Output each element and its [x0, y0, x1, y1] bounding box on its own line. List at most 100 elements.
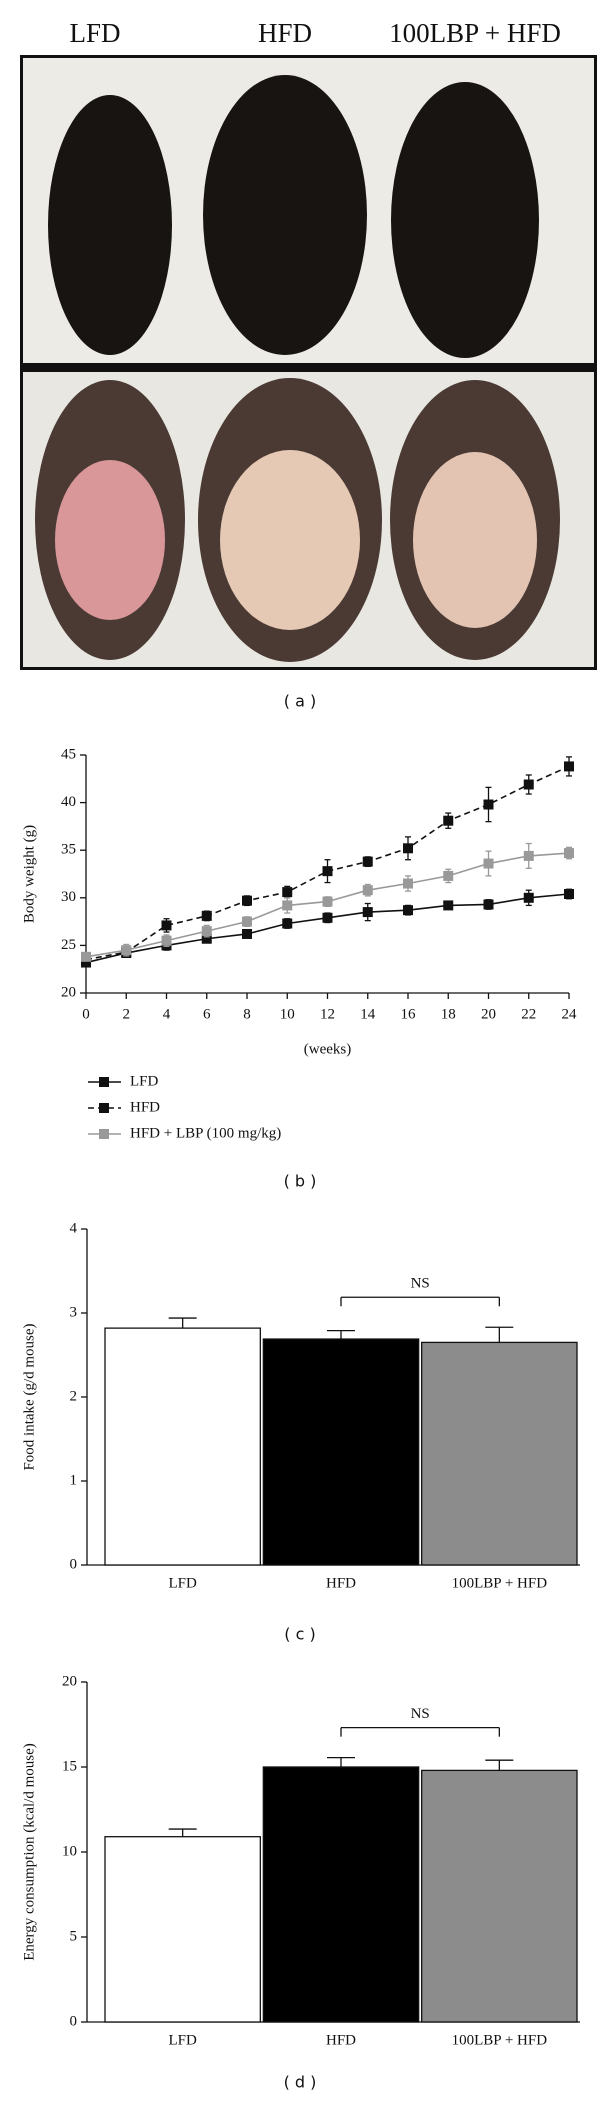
- marker: [483, 858, 494, 869]
- y-tick-label: 45: [61, 746, 76, 762]
- y-tick-label: 1: [70, 1472, 78, 1488]
- marker: [242, 928, 252, 939]
- marker: [403, 878, 413, 889]
- bar: [104, 1836, 261, 2023]
- x-tick-label: 16: [401, 1006, 417, 1022]
- x-tick-label: 100LBP + HFD: [452, 2032, 548, 2048]
- y-tick-label: 25: [61, 937, 76, 953]
- legend-label: HFD: [130, 1099, 160, 1115]
- x-tick-label: 22: [521, 1006, 536, 1022]
- x-tick-label: 6: [203, 1006, 211, 1022]
- mouse-tissue: [413, 452, 537, 628]
- bar: [421, 1341, 578, 1566]
- x-tick-label: 0: [82, 1006, 90, 1022]
- x-tick-label: 18: [441, 1006, 456, 1022]
- x-tick-label: 100LBP + HFD: [452, 1575, 548, 1591]
- y-tick-label: 0: [70, 1556, 78, 1572]
- panel-label: ( c ): [284, 1625, 315, 1644]
- marker: [362, 885, 373, 896]
- marker: [282, 918, 293, 929]
- legend-marker: [99, 1077, 109, 1087]
- legend-label: HFD + LBP (100 mg/kg): [130, 1125, 281, 1141]
- y-tick-label: 30: [61, 889, 76, 905]
- marker: [282, 900, 293, 911]
- x-tick-label: LFD: [168, 2032, 197, 2048]
- marker: [322, 896, 333, 907]
- bar: [262, 1338, 420, 1566]
- y-tick-label: 20: [61, 984, 76, 1000]
- marker: [121, 945, 132, 956]
- y-axis-label: Food intake (g/d mouse): [21, 1323, 37, 1470]
- legend-marker: [99, 1103, 109, 1113]
- y-tick-label: 2: [70, 1388, 78, 1404]
- bar: [104, 1327, 261, 1566]
- mouse: [48, 95, 172, 355]
- y-tick-label: 15: [62, 1758, 77, 1774]
- marker: [403, 905, 413, 916]
- mouse: [203, 75, 367, 355]
- y-tick-label: 3: [70, 1304, 78, 1320]
- marker: [483, 799, 494, 810]
- panel-label: ( b ): [284, 1172, 317, 1191]
- y-tick-label: 5: [70, 1928, 78, 1944]
- mouse-tissue: [55, 460, 165, 620]
- legend-label: LFD: [130, 1073, 159, 1089]
- marker: [564, 888, 574, 899]
- y-tick-label: 4: [70, 1220, 78, 1236]
- x-tick-label: 4: [163, 1006, 171, 1022]
- x-tick-label: 12: [320, 1006, 335, 1022]
- marker: [523, 892, 534, 903]
- marker: [362, 907, 373, 918]
- marker: [242, 895, 252, 906]
- x-tick-label: LFD: [168, 1575, 197, 1591]
- photo-label: HFD: [258, 18, 312, 48]
- y-tick-label: 35: [61, 842, 76, 858]
- x-tick-label: HFD: [326, 1575, 356, 1591]
- x-tick-label: 8: [243, 1006, 251, 1022]
- y-tick-label: 0: [70, 2013, 78, 2029]
- marker: [201, 926, 212, 937]
- marker: [523, 779, 534, 790]
- marker: [362, 856, 373, 867]
- bar: [421, 1769, 578, 2023]
- mouse: [391, 82, 539, 358]
- x-tick-label: 24: [562, 1006, 578, 1022]
- marker: [161, 920, 172, 931]
- marker: [322, 866, 333, 877]
- marker: [201, 910, 212, 921]
- photo-label: LFD: [69, 18, 120, 48]
- legend-marker: [99, 1129, 109, 1139]
- marker: [523, 850, 534, 861]
- marker: [483, 899, 494, 910]
- annotation: NS: [411, 1276, 430, 1292]
- marker: [282, 887, 293, 898]
- x-tick-label: HFD: [326, 2032, 356, 2048]
- x-tick-label: 14: [360, 1006, 376, 1022]
- marker: [443, 900, 454, 911]
- y-tick-label: 40: [61, 794, 76, 810]
- marker: [564, 848, 574, 859]
- marker: [322, 912, 333, 923]
- annotation: NS: [411, 1706, 430, 1722]
- marker: [161, 935, 172, 946]
- marker: [201, 933, 212, 944]
- marker: [443, 870, 454, 881]
- bar: [262, 1766, 420, 2023]
- x-tick-label: 2: [123, 1006, 131, 1022]
- photo: [20, 55, 597, 670]
- panel-label: ( d ): [284, 2073, 317, 2092]
- x-axis-label: (weeks): [304, 1041, 351, 1057]
- y-axis-label: Body weight (g): [21, 825, 37, 923]
- marker: [242, 916, 252, 927]
- y-tick-label: 10: [62, 1843, 77, 1859]
- panel-label: ( a ): [284, 692, 316, 711]
- marker: [81, 951, 91, 962]
- photo-label: 100LBP + HFD: [389, 18, 561, 48]
- y-axis-label: Energy consumption (kcal/d mouse): [21, 1743, 37, 1961]
- mouse-tissue: [220, 450, 360, 630]
- marker: [443, 815, 454, 826]
- marker: [403, 843, 413, 854]
- marker: [564, 761, 574, 772]
- y-tick-label: 20: [62, 1673, 77, 1689]
